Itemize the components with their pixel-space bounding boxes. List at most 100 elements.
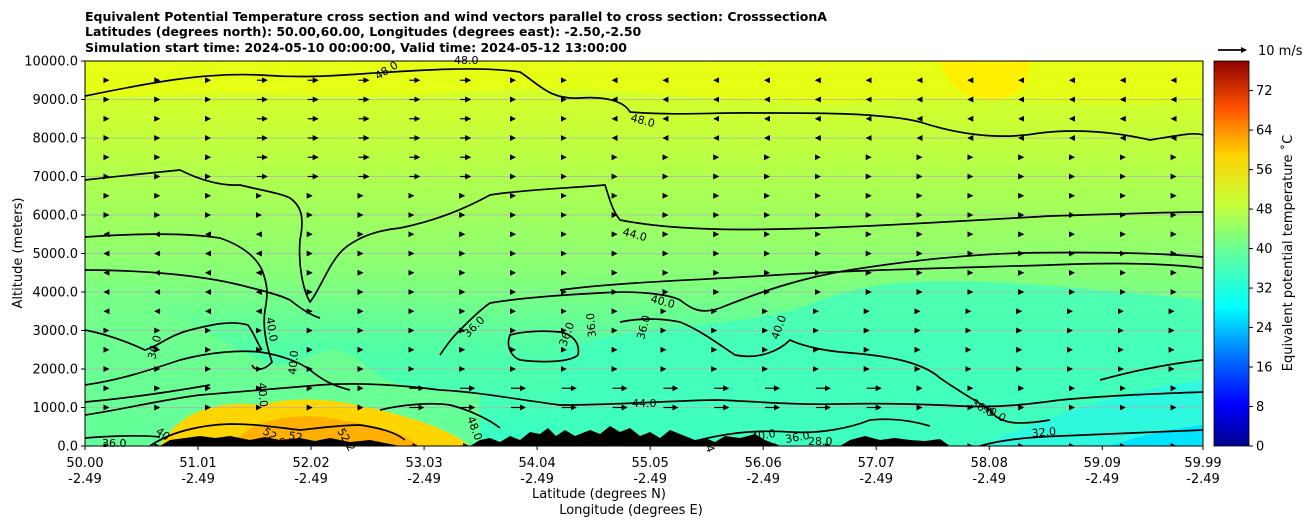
x-tick-label-lon: -2.49 — [1085, 472, 1119, 487]
y-tick-label: 9000.0 — [33, 93, 79, 108]
colorbar-tick-label: 72 — [1256, 84, 1273, 99]
contour-label: 48.0 — [629, 111, 656, 130]
x-tick-label-lon: -2.49 — [520, 472, 554, 487]
contour-label: 28.0 — [808, 435, 833, 448]
contour-44-low — [85, 382, 1203, 416]
x-tick-label-lat: 52.02 — [292, 456, 329, 471]
x-tick-label-lon: -2.49 — [294, 472, 328, 487]
contour-label: 32.0 — [1031, 425, 1057, 440]
contour-label: 40.0 — [263, 316, 280, 342]
contour-label: 36.0 — [584, 312, 599, 338]
plot-area — [85, 61, 1203, 446]
cool-patch-right — [560, 281, 1203, 446]
contour-lines — [85, 68, 1203, 446]
contour-36-left — [85, 322, 263, 351]
colorbar-tick-label: 40 — [1256, 242, 1273, 257]
colorbar-tick-label: 64 — [1256, 124, 1273, 139]
contour-48-low — [379, 402, 501, 429]
y-tick-label: 7000.0 — [33, 170, 79, 185]
colorbar-tick-label: 24 — [1256, 321, 1273, 336]
colorbar-tick-label: 48 — [1256, 203, 1273, 218]
contour-label: 36.0 — [634, 314, 653, 341]
x-tick-label-lon: -2.49 — [859, 472, 893, 487]
colorbar-tick-label: 8 — [1256, 400, 1264, 415]
y-tick-label: 1000.0 — [33, 401, 79, 416]
y-axis-label: Altitude (meters) — [11, 198, 26, 309]
contour-48-upper — [85, 68, 1203, 141]
contour-36-surface — [85, 435, 161, 439]
colorbar-tick-label: 0 — [1256, 440, 1264, 455]
x-tick-label-lon: -2.49 — [746, 472, 780, 487]
chart-title-line-1: Equivalent Potential Temperature cross s… — [85, 9, 827, 24]
contour-label: 36.0 — [102, 437, 127, 450]
contour-52-surface — [149, 423, 406, 446]
contour-44-mid — [85, 169, 1203, 304]
colorbar-tick-label: 56 — [1256, 163, 1273, 178]
contour-40-mid — [85, 233, 273, 371]
contour-36-right — [619, 318, 1051, 424]
y-tick-label: 0.0 — [57, 440, 78, 455]
x-tick-label-lon: -2.49 — [407, 472, 441, 487]
contour-label: 36.0 — [784, 429, 810, 446]
x-tick-label-lon: -2.49 — [1186, 472, 1220, 487]
x-tick-label-lat: 50.00 — [66, 456, 103, 471]
top-yellow-spot — [940, 61, 1030, 100]
contour-label: 44.0 — [621, 225, 648, 244]
x-axis-label-longitude: Longitude (degrees E) — [559, 503, 703, 518]
contour-label: 36.0 — [145, 334, 164, 361]
contour-40-deep — [85, 269, 321, 319]
contour-label: 44 — [700, 437, 717, 455]
y-tick-label: 5000.0 — [33, 247, 79, 262]
contour-label: 40.0 — [649, 292, 676, 311]
x-tick-label-lon: -2.49 — [68, 472, 102, 487]
colorbar-label: Equivalent potential temperature ˚C — [1280, 135, 1296, 371]
colorbar — [1213, 60, 1250, 447]
quiver-key-label: 10 m/s — [1258, 44, 1303, 59]
contour-label: 44.0 — [632, 397, 657, 410]
x-tick-label-lat: 57.07 — [858, 456, 895, 471]
contour-36-lower — [85, 350, 351, 391]
x-tick-label-lat: 55.05 — [632, 456, 669, 471]
colorbar-tick-label: 32 — [1256, 282, 1273, 297]
x-tick-label-lat: 51.01 — [179, 456, 216, 471]
hot-surface-patch — [230, 416, 420, 446]
y-tick-label: 6000.0 — [33, 209, 79, 224]
contour-low-right — [699, 418, 931, 441]
x-axis-label-latitude: Latitude (degrees N) — [532, 487, 666, 502]
contour-36-far-right — [1099, 359, 1203, 381]
y-axis: 0.0 1000.0 2000.0 3000.0 4000.0 5000.0 6000.0 7… — [24, 55, 85, 455]
x-tick-label-lat: 59.09 — [1084, 456, 1121, 471]
contour-40-low — [85, 384, 211, 403]
x-tick-label-lat: 59.99 — [1184, 456, 1221, 471]
chart-title-line-2: Latitudes (degrees north): 50.00,60.00, … — [85, 24, 642, 39]
contour-label: 52 — [287, 429, 303, 444]
terrain-silhouette — [160, 426, 950, 446]
y-tick-label: 3000.0 — [33, 324, 79, 339]
upper-yellow-patch — [85, 61, 1203, 104]
contour-label: 40.0 — [286, 350, 301, 376]
contour-label: 40.0 — [750, 427, 776, 444]
contour-36-mid — [507, 330, 580, 363]
contour-40-lower — [559, 262, 1203, 291]
contour-32-surface — [979, 429, 1203, 446]
colorbar-tick-label: 16 — [1256, 361, 1273, 376]
y-tick-label: 10000.0 — [24, 55, 78, 70]
colorbar-ticks: 0 8 16 24 32 40 48 56 64 72 — [1249, 84, 1273, 455]
y-tick-label: 8000.0 — [33, 132, 79, 147]
x-tick-label-lon: -2.49 — [633, 472, 667, 487]
x-tick-label-lat: 58.08 — [971, 456, 1008, 471]
wind-vectors — [103, 77, 1177, 446]
chart-title-line-3: Simulation start time: 2024-05-10 00:00:… — [85, 40, 627, 55]
y-tick-label: 4000.0 — [33, 286, 79, 301]
x-tick-label-lon: -2.49 — [181, 472, 215, 487]
contour-label: 40.0 — [255, 382, 270, 408]
x-tick-label-lat: 54.04 — [519, 456, 556, 471]
x-tick-label-lat: 56.06 — [745, 456, 782, 471]
x-tick-label-lon: -2.49 — [972, 472, 1006, 487]
x-axis: 50.00-2.4951.01-2.4952.02-2.4953.03-2.49… — [66, 446, 1222, 487]
x-tick-label-lat: 53.03 — [405, 456, 442, 471]
cool-patch-surface — [980, 380, 1203, 446]
y-tick-label: 2000.0 — [33, 363, 79, 378]
quiver-key: 10 m/s — [1218, 44, 1303, 59]
